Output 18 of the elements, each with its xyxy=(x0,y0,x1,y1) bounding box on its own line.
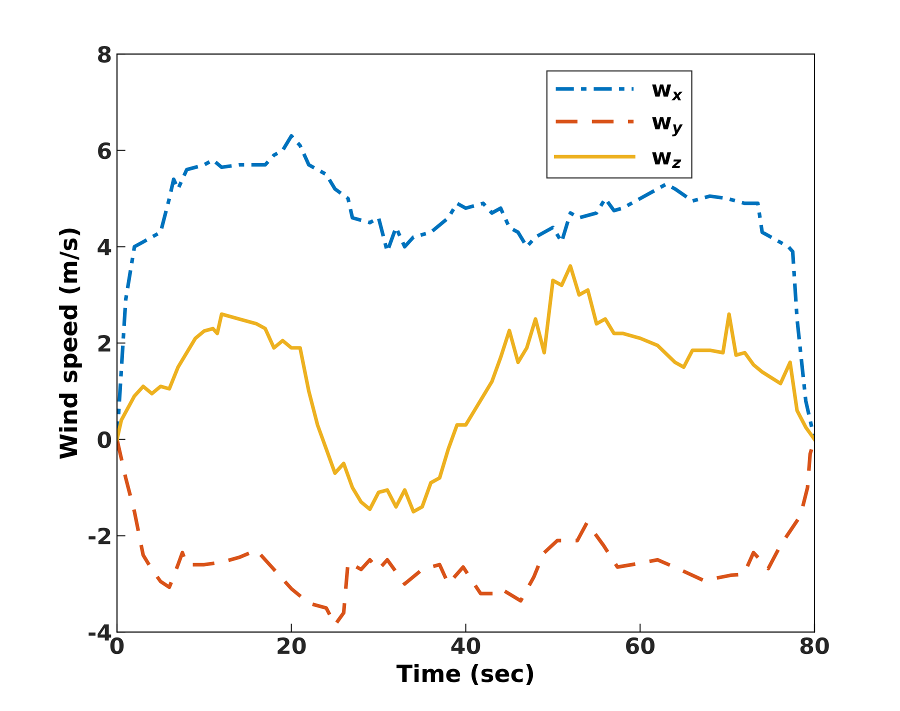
x-tick-label: 20 xyxy=(278,637,306,654)
x-tick-label: 40 xyxy=(451,637,480,654)
legend-label: w$_{y}$ xyxy=(652,117,683,136)
x-tick-label: 60 xyxy=(626,637,655,654)
y-tick-label: 2 xyxy=(98,335,110,352)
y-tick-label: 4 xyxy=(98,238,112,256)
y-tick-label: 6 xyxy=(98,142,111,160)
x-axis-title: Time (sec) xyxy=(396,664,534,686)
y-tick-label: 0 xyxy=(98,431,112,448)
y-tick-label: 8 xyxy=(98,46,111,63)
legend-label: w$_{z}$ xyxy=(652,152,682,168)
y-tick-label: -2 xyxy=(88,528,110,544)
line-series xyxy=(117,264,814,514)
y-tick-label: -4 xyxy=(88,624,112,641)
x-tick-label: 80 xyxy=(800,637,829,654)
legend-label: w$_{x}$ xyxy=(652,84,683,100)
y-axis-title: Wind speed (m/s) xyxy=(59,228,82,459)
x-tick-label: 0 xyxy=(110,637,124,654)
